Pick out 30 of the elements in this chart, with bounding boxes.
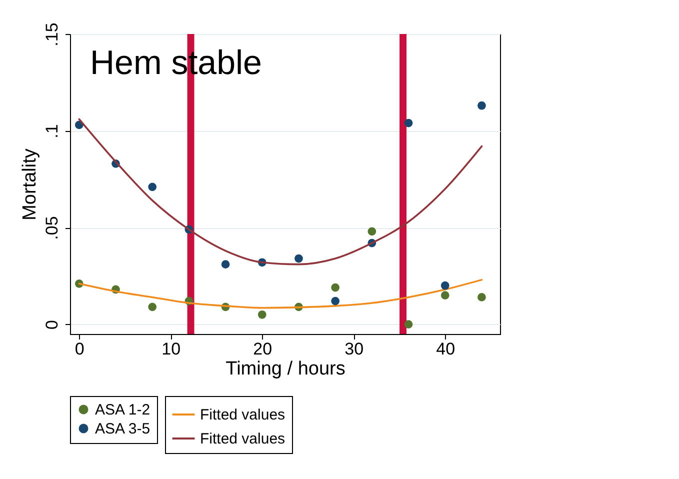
point bbox=[440, 291, 450, 300]
point bbox=[294, 254, 303, 263]
y-axis-title: Mortality bbox=[20, 148, 40, 220]
point bbox=[331, 296, 340, 306]
point bbox=[404, 320, 413, 328]
point bbox=[148, 302, 157, 312]
point bbox=[404, 118, 413, 128]
legend-label: Fitted values bbox=[200, 430, 286, 448]
point bbox=[221, 260, 230, 268]
point bbox=[478, 101, 486, 110]
point bbox=[368, 227, 376, 236]
y-tick-label: 0 bbox=[42, 320, 62, 330]
y-tick-label: .1 bbox=[42, 124, 62, 138]
x-tick-label: 20 bbox=[253, 340, 272, 358]
point bbox=[258, 310, 266, 319]
x-tick-label: 40 bbox=[436, 340, 456, 358]
line-series bbox=[78, 118, 483, 266]
x-tick-label: 10 bbox=[162, 340, 181, 358]
point bbox=[478, 293, 486, 302]
x-tick-label: 30 bbox=[344, 340, 364, 358]
legend-label: ASA 1-2 bbox=[95, 402, 150, 418]
x-tick-label: 0 bbox=[74, 340, 84, 358]
y-tick-label: .15 bbox=[42, 22, 62, 46]
legend-label: Fitted values bbox=[200, 406, 286, 424]
point bbox=[440, 281, 450, 290]
x-axis-title: Timing / hours bbox=[226, 358, 346, 380]
point bbox=[331, 283, 340, 292]
legend-label: ASA 3-5 bbox=[95, 420, 150, 438]
y-tick-label: .05 bbox=[42, 216, 62, 240]
point bbox=[148, 182, 157, 192]
